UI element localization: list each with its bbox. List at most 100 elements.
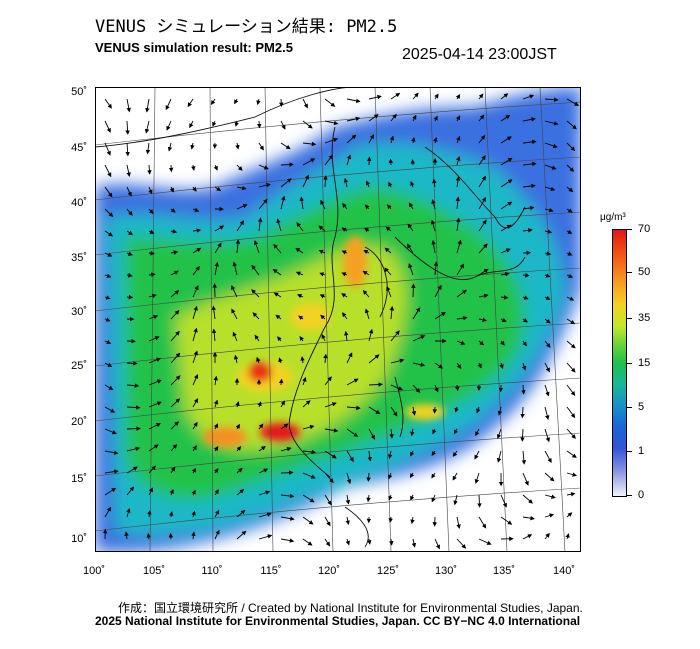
wind-arrow: [256, 98, 261, 106]
wind-arrow: [341, 293, 348, 298]
wind-arrow: [345, 516, 350, 525]
wind-arrow: [258, 142, 264, 151]
wind-arrow: [104, 252, 113, 257]
wind-arrow: [456, 538, 467, 549]
lon-label: 110˚: [201, 565, 223, 577]
wind-arrow: [146, 533, 151, 540]
wind-arrow: [388, 472, 393, 480]
wind-arrow: [192, 445, 197, 452]
wind-arrow: [522, 472, 529, 486]
wind-arrow: [104, 450, 119, 455]
wind-arrow: [565, 533, 570, 540]
wind-arrow: [148, 272, 156, 278]
wind-arrow: [544, 97, 559, 102]
wind-arrow: [500, 317, 507, 322]
wind-arrow: [544, 186, 556, 191]
wind-arrow: [389, 305, 395, 320]
wind-arrow: [456, 156, 461, 166]
wind-arrow: [324, 98, 336, 107]
colorbar-tick: [627, 272, 632, 273]
wind-arrow: [410, 159, 416, 166]
wind-arrow: [323, 353, 328, 364]
wind-arrow: [431, 494, 436, 503]
wind-arrow: [544, 406, 550, 420]
wind-arrow: [500, 516, 513, 525]
wind-arrow: [213, 446, 219, 452]
wind-arrow: [456, 340, 466, 345]
wind-arrow: [258, 182, 271, 188]
wind-arrow: [302, 174, 309, 188]
wind-arrow: [192, 398, 199, 408]
wind-arrow: [412, 362, 426, 367]
wind-arrow: [300, 356, 305, 364]
wind-arrow: [566, 450, 577, 458]
wind-arrow: [566, 186, 574, 193]
wind-arrow: [363, 249, 370, 255]
wind-arrow: [455, 176, 461, 188]
lon-label: 120˚: [317, 565, 341, 577]
wind-arrow: [566, 120, 577, 130]
wind-arrow: [522, 205, 535, 211]
wind-arrow: [104, 317, 111, 322]
wind-arrow: [411, 406, 417, 416]
wind-arrow: [521, 384, 526, 395]
wind-arrow: [346, 405, 361, 411]
wind-arrow: [211, 328, 217, 342]
wind-arrow: [478, 538, 492, 545]
wind-arrow: [235, 142, 240, 150]
wind-arrow: [280, 446, 292, 452]
wind-arrow: [500, 271, 510, 277]
lat-label: 50˚: [71, 86, 87, 98]
wind-arrow: [236, 509, 246, 518]
colorbar-tick: [627, 363, 632, 364]
wind-arrow: [389, 538, 394, 546]
wind-arrow: [544, 229, 553, 234]
wind-arrow: [566, 164, 575, 172]
lat-label: 15˚: [71, 473, 87, 485]
wind-arrow: [104, 186, 113, 198]
wind-arrow: [346, 134, 357, 144]
wind-arrow: [302, 494, 315, 503]
wind-arrow: [410, 450, 415, 457]
wind-arrow: [324, 120, 339, 126]
graticule: [95, 87, 581, 552]
wind-arrow: [566, 362, 576, 373]
wind-arrow: [341, 227, 348, 232]
wind-arrow: [410, 516, 415, 525]
wind-arrow: [522, 515, 535, 521]
wind-arrow: [144, 120, 150, 134]
wind-arrow: [452, 472, 458, 481]
wind-arrow: [408, 202, 414, 210]
wind-arrow: [252, 312, 260, 320]
wind-arrow: [126, 230, 134, 236]
wind-arrow: [544, 513, 555, 518]
wind-arrow: [409, 472, 415, 479]
wind-arrow: [192, 374, 199, 386]
wind-arrow: [318, 249, 326, 254]
wind-arrow: [148, 379, 162, 386]
wind-arrow: [412, 335, 426, 342]
wind-arrow: [431, 199, 436, 210]
wind-arrow: [474, 450, 480, 460]
wind-arrow: [368, 354, 380, 364]
wind-arrow: [500, 224, 512, 232]
wind-arrow: [522, 295, 529, 300]
wind-arrow: [148, 314, 159, 320]
wind-arrow: [410, 180, 415, 188]
wind-arrow: [368, 406, 381, 415]
wind-arrow: [362, 290, 370, 298]
wind-arrow: [407, 243, 414, 254]
wind-arrow: [368, 94, 382, 100]
wind-arrow: [280, 120, 286, 130]
wind-arrow: [566, 142, 576, 152]
wind-arrow: [411, 538, 417, 548]
wind-arrow: [236, 467, 243, 474]
wind-arrow: [364, 227, 370, 233]
wind-arrow: [478, 134, 486, 144]
wind-arrow: [344, 330, 349, 342]
wind-arrow: [520, 406, 525, 419]
wind-arrow: [302, 538, 313, 546]
wind-arrow: [434, 384, 439, 393]
wind-arrow: [170, 421, 179, 430]
wind-arrow: [478, 155, 486, 166]
